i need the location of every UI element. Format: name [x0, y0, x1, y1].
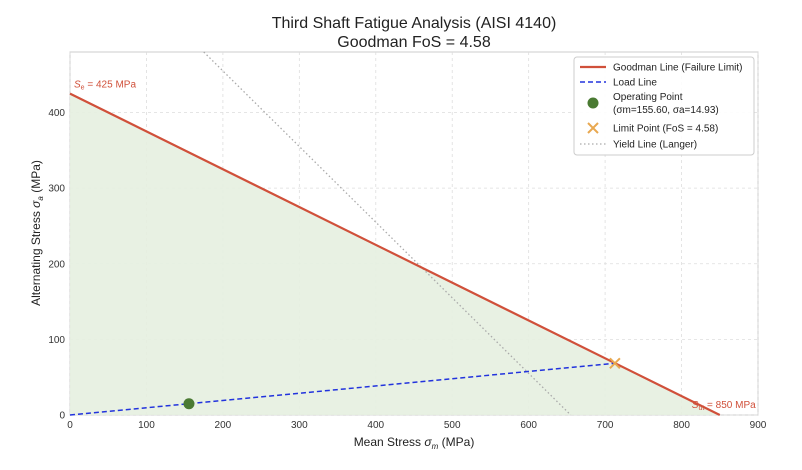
x-tick-label: 200 — [215, 420, 232, 431]
load-line — [69, 362, 615, 416]
legend: Goodman Line (Failure Limit) Load Line Ope… — [573, 56, 755, 156]
legend-entry: Operating Point — [613, 92, 683, 103]
y-tick-label: 0 — [59, 411, 65, 422]
x-tick-label: 700 — [597, 420, 614, 431]
legend-entry-detail: (σm=155.60, σa=14.93) — [613, 105, 719, 116]
x-tick-label: 600 — [520, 420, 537, 431]
x-tick-label: 300 — [291, 420, 308, 431]
x-tick-label: 500 — [444, 420, 461, 431]
limit-point-b — [609, 357, 621, 369]
se-annotation: Se = 425 MPa — [74, 80, 136, 92]
y-tick-label: 400 — [48, 108, 65, 119]
operating-point — [183, 398, 195, 410]
annotations: Se = 425 MPa Sut = 850 MPa — [74, 80, 756, 412]
axis-ticks: 0 100 200 300 400 500 600 700 800 900 0 100 200 300 40… — [48, 108, 766, 431]
series-layer — [69, 51, 721, 416]
x-tick-label: 100 — [138, 420, 155, 431]
legend-entry: Goodman Line (Failure Limit) — [613, 63, 743, 74]
chart-title: Third Shaft Fatigue Analysis (AISI 4140) — [272, 15, 557, 32]
x-tick-label: 800 — [673, 420, 690, 431]
sut-annotation: Sut = 850 MPa — [692, 400, 756, 412]
y-axis-label: Alternating Stress σa (MPa) — [29, 160, 45, 306]
goodman-line — [69, 92, 721, 416]
x-tick-label: 0 — [67, 420, 73, 431]
legend-entry: Yield Line (Langer) — [613, 140, 697, 151]
x-tick-label: 400 — [367, 420, 384, 431]
y-tick-label: 100 — [48, 335, 65, 346]
x-axis-label: Mean Stress σm (MPa) — [354, 435, 475, 451]
legend-box — [573, 56, 755, 156]
legend-entry: Load Line — [613, 78, 657, 89]
y-tick-label: 300 — [48, 184, 65, 195]
y-tick-label: 200 — [48, 259, 65, 270]
x-tick-label: 900 — [750, 420, 767, 431]
chart-subtitle: Goodman FoS = 4.58 — [337, 34, 491, 51]
title-block: Third Shaft Fatigue Analysis (AISI 4140)… — [272, 15, 557, 51]
legend-operating-swatch — [587, 97, 599, 109]
legend-limit-swatch-b — [587, 122, 599, 134]
legend-entry: Limit Point (FoS = 4.58) — [613, 124, 718, 135]
